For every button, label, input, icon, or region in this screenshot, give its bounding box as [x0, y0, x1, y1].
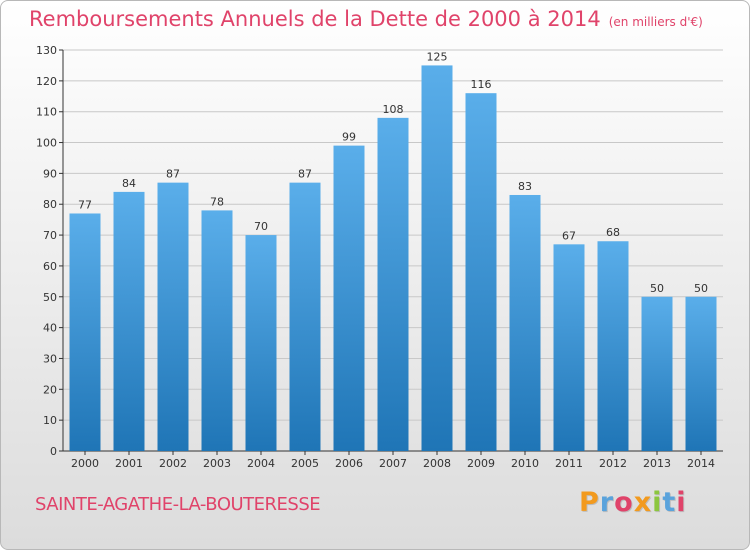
y-tick-label: 90	[43, 167, 57, 180]
logo-letter: P	[579, 487, 600, 518]
data-label-2003: 78	[210, 195, 224, 208]
x-tick-label-2013: 2013	[643, 457, 671, 470]
chart-title: Remboursements Annuels de la Dette de 20…	[29, 7, 703, 31]
x-tick-label-2014: 2014	[687, 457, 715, 470]
x-tick-label-2008: 2008	[423, 457, 451, 470]
y-tick-label: 40	[43, 322, 57, 335]
data-label-2009: 116	[471, 78, 492, 91]
bar-2003	[201, 210, 233, 451]
bar-2001	[113, 191, 145, 451]
y-tick-label: 0	[50, 445, 57, 458]
y-tick-label: 60	[43, 260, 57, 273]
bar-2004	[245, 235, 277, 451]
bar-2013	[641, 296, 673, 451]
title-main: Remboursements Annuels de la Dette de 20…	[29, 7, 601, 31]
x-tick-label-2000: 2000	[71, 457, 99, 470]
data-label-2006: 99	[342, 131, 356, 144]
x-tick-label-2003: 2003	[203, 457, 231, 470]
logo-letter: t	[662, 487, 677, 518]
y-tick-label: 20	[43, 383, 57, 396]
city-name: SAINTE-AGATHE-LA-BOUTERESSE	[35, 494, 321, 515]
x-tick-label-2001: 2001	[115, 457, 143, 470]
proxiti-logo: Proxiti	[579, 487, 687, 518]
data-label-2001: 84	[122, 177, 136, 190]
data-label-2014: 50	[694, 282, 708, 295]
x-tick-label-2009: 2009	[467, 457, 495, 470]
bar-2005	[289, 182, 321, 451]
logo-letter: x	[633, 487, 653, 518]
logo-letter: r	[599, 487, 615, 518]
bar-2000	[69, 213, 101, 451]
data-label-2007: 108	[383, 103, 404, 116]
logo-letter: i	[676, 487, 687, 518]
bar-2008	[421, 65, 453, 451]
data-label-2010: 83	[518, 180, 532, 193]
bar-2011	[553, 244, 585, 451]
x-tick-label-2002: 2002	[159, 457, 187, 470]
x-tick-label-2011: 2011	[555, 457, 583, 470]
logo-letter: i	[652, 487, 663, 518]
data-label-2000: 77	[78, 198, 92, 211]
title-unit: (en milliers d'€)	[608, 15, 703, 29]
logo-letter: o	[614, 487, 634, 518]
bar-2006	[333, 145, 365, 451]
y-tick-label: 100	[36, 137, 57, 150]
y-tick-label: 80	[43, 198, 57, 211]
y-tick-label: 10	[43, 414, 57, 427]
data-label-2002: 87	[166, 168, 180, 181]
bar-2002	[157, 182, 189, 451]
y-tick-label: 70	[43, 229, 57, 242]
bar-2012	[597, 241, 629, 451]
y-tick-label: 110	[36, 106, 57, 119]
y-tick-label: 120	[36, 75, 57, 88]
y-tick-label: 130	[36, 44, 57, 57]
bar-2010	[509, 194, 541, 451]
data-label-2008: 125	[427, 50, 448, 63]
x-tick-label-2010: 2010	[511, 457, 539, 470]
bar-2007	[377, 117, 409, 451]
x-tick-label-2007: 2007	[379, 457, 407, 470]
data-label-2005: 87	[298, 168, 312, 181]
bar-2009	[465, 93, 497, 451]
y-tick-label: 50	[43, 291, 57, 304]
y-tick-label: 30	[43, 352, 57, 365]
x-tick-label-2012: 2012	[599, 457, 627, 470]
x-tick-label-2006: 2006	[335, 457, 363, 470]
data-label-2004: 70	[254, 220, 268, 233]
data-label-2013: 50	[650, 282, 664, 295]
x-tick-label-2005: 2005	[291, 457, 319, 470]
data-label-2011: 67	[562, 229, 576, 242]
data-label-2012: 68	[606, 226, 620, 239]
bar-2014	[685, 296, 717, 451]
x-tick-label-2004: 2004	[247, 457, 275, 470]
